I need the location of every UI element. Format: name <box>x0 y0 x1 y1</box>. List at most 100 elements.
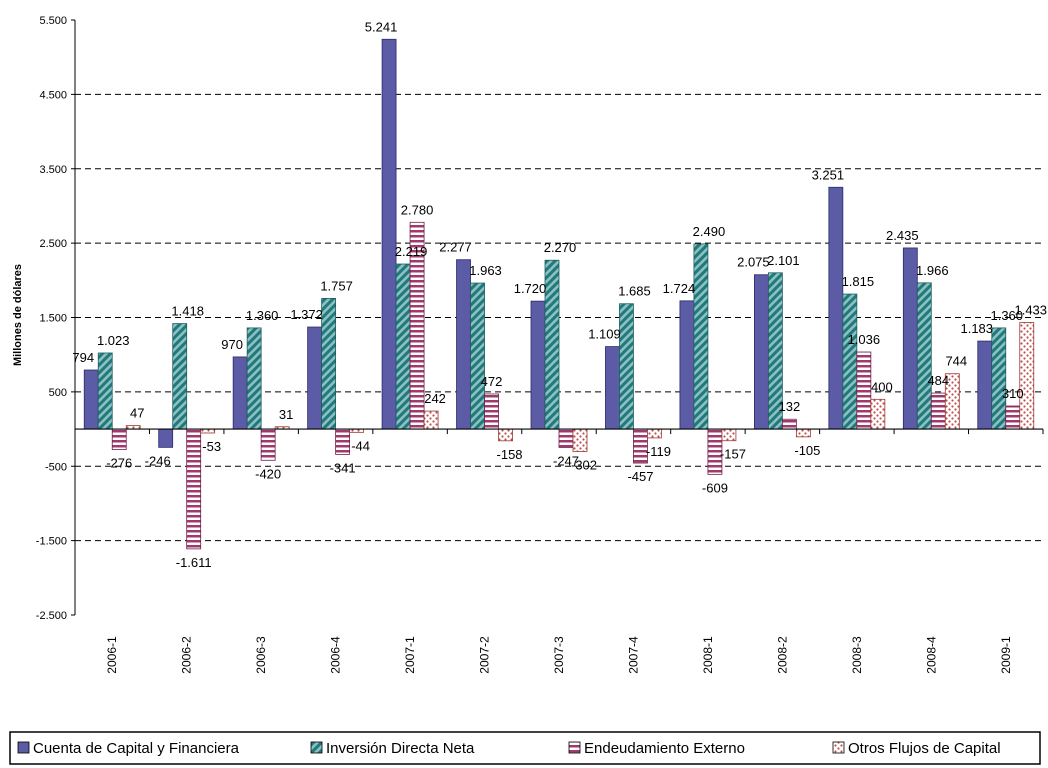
bar-1-2007-4 <box>605 346 620 430</box>
data-label: -246 <box>145 453 171 468</box>
data-label: 794 <box>72 350 94 365</box>
bar-3-2007-2 <box>484 393 499 430</box>
x-category-label: 2007-1 <box>403 636 417 674</box>
data-label: 1.963 <box>469 263 502 278</box>
bar-2-2008-1 <box>693 243 709 430</box>
legend-box <box>9 731 1041 765</box>
data-label: 2.490 <box>693 224 726 239</box>
data-label: 310 <box>1002 386 1024 401</box>
y-tick-label: 4.500 <box>39 89 67 101</box>
bar-3-2008-2 <box>781 418 797 430</box>
legend-swatch <box>832 741 845 754</box>
bars <box>83 38 1035 550</box>
data-label: -44 <box>351 438 370 453</box>
x-category-label: 2009-1 <box>999 636 1013 674</box>
bar-4-2008-2 <box>795 428 811 438</box>
data-label: 31 <box>279 407 293 422</box>
bar-3-2009-1 <box>1005 405 1021 430</box>
data-label: 1.036 <box>848 332 881 347</box>
legend: Cuenta de Capital y Financiera Inversión … <box>9 731 1041 765</box>
data-labels: 7941.023-27647-2461.418-1.611-539701.360… <box>72 19 1047 570</box>
y-axis-title: Millones de dólares <box>12 264 24 366</box>
data-label: 484 <box>927 373 949 388</box>
legend-swatch <box>17 741 30 754</box>
data-label: -1.611 <box>176 555 212 570</box>
data-label: 47 <box>130 406 144 421</box>
bar-1-2006-1 <box>83 369 99 430</box>
data-label: 744 <box>945 354 967 369</box>
bar-4-2007-3 <box>572 428 588 452</box>
y-tick-label: 1.500 <box>39 313 67 325</box>
x-category-label: 2007-2 <box>478 636 492 674</box>
bar-2-2006-2 <box>172 323 188 430</box>
x-axis-categories: 2006-1 2006-2 2006-3 2006-4 2007-1 2007-2 2007… <box>105 636 1013 674</box>
data-label: 2.435 <box>886 228 919 243</box>
bar-4-2007-1 <box>423 410 439 430</box>
data-label: 2.075 <box>737 255 770 270</box>
data-label: 1.757 <box>320 278 353 293</box>
data-label: 3.251 <box>812 167 845 182</box>
x-category-label: 2006-4 <box>329 636 343 674</box>
bar-2-2008-3 <box>842 293 858 430</box>
data-label: 1.685 <box>618 284 651 299</box>
data-label: -276 <box>106 456 132 471</box>
data-label: 2.277 <box>439 240 472 255</box>
x-axis <box>75 428 1044 435</box>
bar-2-2006-1 <box>97 352 113 430</box>
data-label: 400 <box>871 379 893 394</box>
data-label: -119 <box>646 444 671 459</box>
bar-4-2009-1 <box>1019 322 1035 430</box>
data-label: 1.815 <box>842 274 875 289</box>
y-tick-label: 500 <box>49 387 67 399</box>
x-category-label: 2008-4 <box>924 636 938 674</box>
bar-3-2006-4 <box>335 428 351 455</box>
bar-2-2006-4 <box>321 297 337 430</box>
y-tick-label: 3.500 <box>39 164 67 176</box>
data-label: 1.418 <box>171 304 204 319</box>
data-label: -53 <box>202 439 221 454</box>
x-category-label: 2007-4 <box>626 636 640 674</box>
x-category-label: 2006-1 <box>105 636 119 674</box>
data-label: 1.724 <box>663 281 696 296</box>
data-label: 1.109 <box>588 327 621 342</box>
y-tick-label: -2.500 <box>36 610 67 622</box>
bar-1-2006-4 <box>307 326 323 430</box>
legend-label: Endeudamiento Externo <box>584 740 745 757</box>
data-label: 132 <box>779 399 801 414</box>
data-label: -420 <box>255 466 281 481</box>
data-label: 970 <box>221 337 243 352</box>
bar-3-2008-3 <box>856 351 872 430</box>
bar-1-2009-1 <box>977 340 993 430</box>
legend-label: Inversión Directa Neta <box>326 740 475 757</box>
bar-1-2008-3 <box>828 186 844 430</box>
data-label: 2.101 <box>767 253 800 268</box>
bar-2-2007-2 <box>470 282 485 430</box>
data-label: 472 <box>481 374 503 389</box>
bar-1-2007-2 <box>456 259 471 430</box>
x-category-label: 2006-3 <box>254 636 268 674</box>
bar-1-2006-3 <box>232 356 248 430</box>
bar-3-2006-3 <box>260 428 276 461</box>
y-tick-label: 2.500 <box>39 238 67 250</box>
bar-4-2007-4 <box>647 428 662 439</box>
data-label: -341 <box>330 460 356 475</box>
x-category-label: 2008-1 <box>701 636 715 674</box>
bar-3-2006-1 <box>111 428 127 450</box>
bar-2-2007-1 <box>395 263 411 430</box>
bar-1-2006-2 <box>158 428 174 448</box>
data-label: 1.720 <box>514 281 547 296</box>
y-tick-label: -500 <box>45 461 67 473</box>
data-label: 1.433 <box>1014 302 1047 317</box>
data-label: 242 <box>424 391 446 406</box>
bar-2-2008-4 <box>916 282 932 430</box>
data-label: -302 <box>571 458 597 473</box>
data-label: 1.360 <box>246 308 279 323</box>
bar-2-2007-3 <box>544 259 560 430</box>
y-tick-label: 5.500 <box>39 15 67 27</box>
bar-2-2006-3 <box>246 327 262 430</box>
data-label: -457 <box>627 469 653 484</box>
legend-label: Cuenta de Capital y Financiera <box>33 740 240 757</box>
x-category-label: 2007-3 <box>552 636 566 674</box>
bar-1-2007-1 <box>381 38 397 430</box>
